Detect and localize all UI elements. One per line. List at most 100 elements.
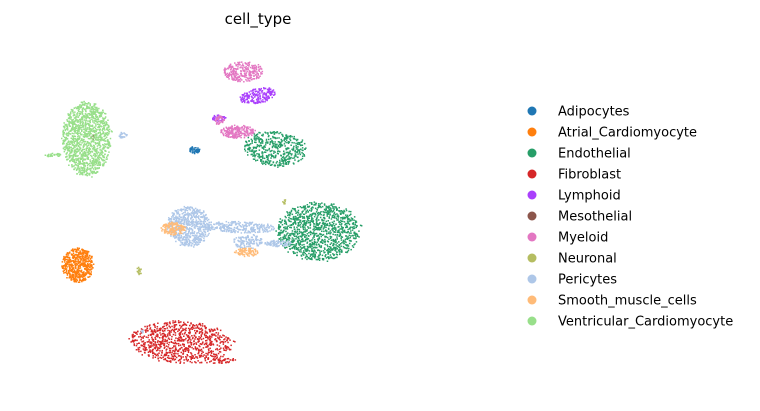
data-point [234, 222, 237, 224]
data-point [234, 224, 237, 226]
data-point [235, 132, 237, 135]
data-point [292, 137, 295, 140]
data-point [259, 132, 261, 134]
data-point [189, 241, 191, 244]
data-point [83, 273, 85, 276]
data-point [196, 357, 199, 359]
data-point [167, 219, 170, 221]
data-point [170, 220, 172, 222]
data-point [284, 199, 287, 201]
data-point [211, 225, 213, 227]
data-point [247, 238, 250, 241]
data-point [70, 253, 73, 255]
data-point [194, 239, 197, 242]
cluster-point-group [233, 234, 263, 250]
data-point [241, 126, 243, 128]
data-point [338, 245, 340, 247]
data-point [231, 75, 233, 78]
data-point [350, 235, 352, 237]
data-point [306, 237, 308, 239]
data-point [255, 65, 258, 68]
data-point [330, 247, 332, 249]
data-point [202, 337, 205, 340]
data-point [343, 216, 346, 219]
data-point [258, 223, 261, 226]
data-point [182, 356, 184, 358]
data-point [183, 321, 185, 324]
data-point [172, 322, 174, 324]
data-point [295, 248, 298, 250]
data-point [256, 75, 258, 78]
data-point [310, 203, 313, 205]
data-point [157, 349, 159, 351]
data-point [180, 241, 182, 244]
data-point [231, 359, 233, 361]
data-point [353, 219, 355, 221]
data-point [275, 143, 277, 146]
data-point [185, 356, 187, 358]
data-point [291, 237, 294, 239]
data-point [342, 241, 344, 243]
data-point [234, 136, 236, 138]
data-point [186, 213, 188, 215]
data-point [240, 136, 242, 139]
data-point [185, 324, 188, 326]
data-point [264, 230, 266, 232]
data-point [204, 233, 207, 236]
data-point [342, 216, 344, 219]
data-point [304, 234, 306, 236]
data-point [210, 221, 212, 223]
data-point [297, 241, 299, 244]
data-point [327, 249, 329, 251]
data-point [87, 271, 89, 273]
data-point [267, 226, 269, 229]
data-point [189, 356, 191, 358]
data-point [249, 66, 252, 69]
data-point [301, 139, 304, 141]
data-point [198, 349, 200, 352]
data-point [68, 272, 71, 274]
data-point [267, 91, 270, 94]
data-point [227, 74, 229, 77]
data-point [214, 329, 216, 331]
data-point [293, 135, 295, 138]
data-point [88, 273, 91, 275]
data-point [204, 327, 207, 329]
data-point [144, 352, 146, 354]
data-point [283, 235, 285, 238]
data-point [271, 145, 274, 148]
data-point [170, 361, 172, 363]
data-point [173, 342, 175, 345]
data-point [246, 235, 249, 237]
data-point [262, 224, 265, 227]
data-point [292, 148, 295, 150]
data-point [262, 94, 264, 96]
data-point [243, 134, 246, 136]
cluster-point-group [206, 357, 237, 364]
data-point [328, 238, 330, 240]
data-point [270, 153, 273, 155]
data-point [198, 348, 200, 351]
data-point [309, 224, 311, 227]
data-point [304, 236, 306, 238]
data-point [303, 142, 306, 145]
data-point [328, 257, 330, 260]
data-point [187, 213, 190, 215]
data-point [283, 238, 285, 240]
data-point [337, 246, 339, 248]
data-point [245, 62, 247, 65]
data-point [82, 259, 84, 261]
data-point [180, 340, 182, 342]
data-point [152, 351, 154, 353]
data-point [242, 70, 245, 72]
data-point [258, 227, 260, 230]
data-point [329, 224, 332, 226]
data-point [167, 346, 169, 348]
data-point [235, 74, 238, 76]
data-point [324, 222, 327, 225]
data-point [331, 221, 334, 224]
data-point [311, 219, 313, 221]
data-point [226, 348, 228, 350]
data-point [312, 232, 315, 235]
data-point [159, 356, 161, 359]
